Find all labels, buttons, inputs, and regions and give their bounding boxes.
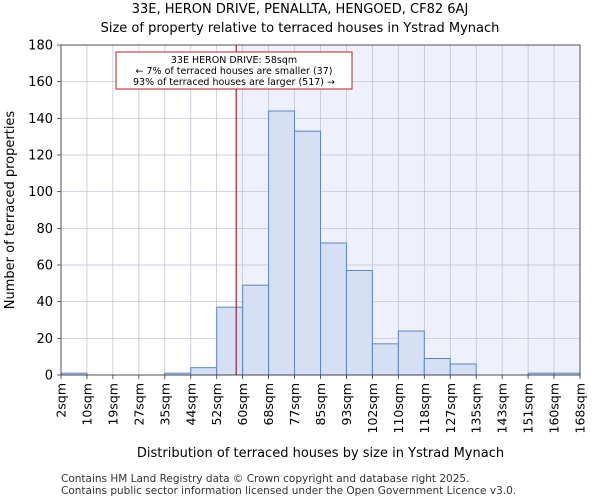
footer-line-2: Contains public sector information licen…: [61, 485, 517, 497]
y-axis-label: Number of terraced properties: [3, 111, 18, 310]
bars: [60, 110, 581, 376]
annotation-line-3: 93% of terraced houses are larger (517) …: [133, 77, 335, 88]
footer-line-1: Contains HM Land Registry data © Crown c…: [61, 473, 470, 485]
bar-44sqm: [190, 367, 218, 376]
x-axis-label: Distribution of terraced houses by size …: [137, 446, 504, 461]
bar-127sqm: [449, 363, 477, 376]
x-tick-label: 151sqm: [521, 383, 536, 433]
x-tick-label: 10sqm: [79, 383, 94, 426]
x-tick-label: 102sqm: [365, 383, 380, 433]
x-tick-label: 68sqm: [261, 383, 276, 426]
x-tick-label: 160sqm: [547, 383, 562, 433]
x-tick-label: 52sqm: [209, 383, 224, 426]
x-tick-label: 60sqm: [235, 383, 250, 426]
bar-110sqm: [397, 330, 425, 376]
annotation-line-2: ← 7% of terraced houses are smaller (37): [136, 66, 333, 77]
x-tick-label: 93sqm: [339, 383, 354, 426]
grid-lines: [60, 44, 581, 376]
y-tick-label: 80: [36, 222, 53, 237]
x-tick-label: 127sqm: [443, 383, 458, 433]
x-tick-label: 135sqm: [469, 383, 484, 433]
bar-102sqm: [371, 343, 399, 376]
annotation-frame: [115, 51, 353, 90]
x-tick-label: 2sqm: [54, 383, 69, 418]
bar-85sqm: [320, 242, 347, 376]
y-axis-ticks: 0 20 40 60 80 100 120 140 160 180: [28, 39, 61, 384]
x-tick-label: 77sqm: [287, 383, 302, 426]
x-tick-label: 168sqm: [573, 383, 588, 433]
y-tick-label: 160: [28, 75, 53, 90]
x-tick-label: 110sqm: [391, 383, 406, 433]
x-tick-label: 44sqm: [183, 383, 198, 426]
y-tick-label: 100: [28, 185, 53, 200]
annotation-box: 33E HERON DRIVE: 58sqm ← 7% of terraced …: [115, 51, 353, 90]
bar-93sqm: [345, 270, 373, 376]
chart-title: 33E, HERON DRIVE, PENALLTA, HENGOED, CF8…: [131, 2, 469, 17]
bar-118sqm: [423, 358, 451, 376]
y-tick-label: 140: [28, 112, 53, 127]
y-tick-label: 120: [28, 149, 53, 164]
y-tick-label: 60: [36, 259, 53, 274]
x-tick-label: 27sqm: [131, 383, 146, 426]
y-tick-label: 40: [36, 295, 53, 310]
bar-77sqm: [294, 130, 321, 376]
x-tick-label: 19sqm: [105, 383, 120, 426]
chart-subtitle: Size of property relative to terraced ho…: [100, 21, 500, 36]
bar-60sqm: [242, 284, 270, 376]
annotation-line-1: 33E HERON DRIVE: 58sqm: [171, 55, 297, 66]
y-tick-label: 20: [36, 332, 53, 347]
y-tick-label: 0: [45, 369, 53, 384]
x-tick-label: 35sqm: [157, 383, 172, 426]
x-tick-label: 118sqm: [417, 383, 432, 433]
x-tick-label: 143sqm: [495, 383, 510, 433]
bar-68sqm: [268, 110, 296, 376]
bar-52sqm: [216, 306, 244, 376]
x-axis-ticks: 2sqm 10sqm 19sqm 27sqm 35sqm 44sqm 52sqm 60sqm 6…: [54, 375, 588, 433]
x-tick-label: 85sqm: [313, 383, 328, 426]
y-tick-label: 180: [28, 39, 53, 54]
